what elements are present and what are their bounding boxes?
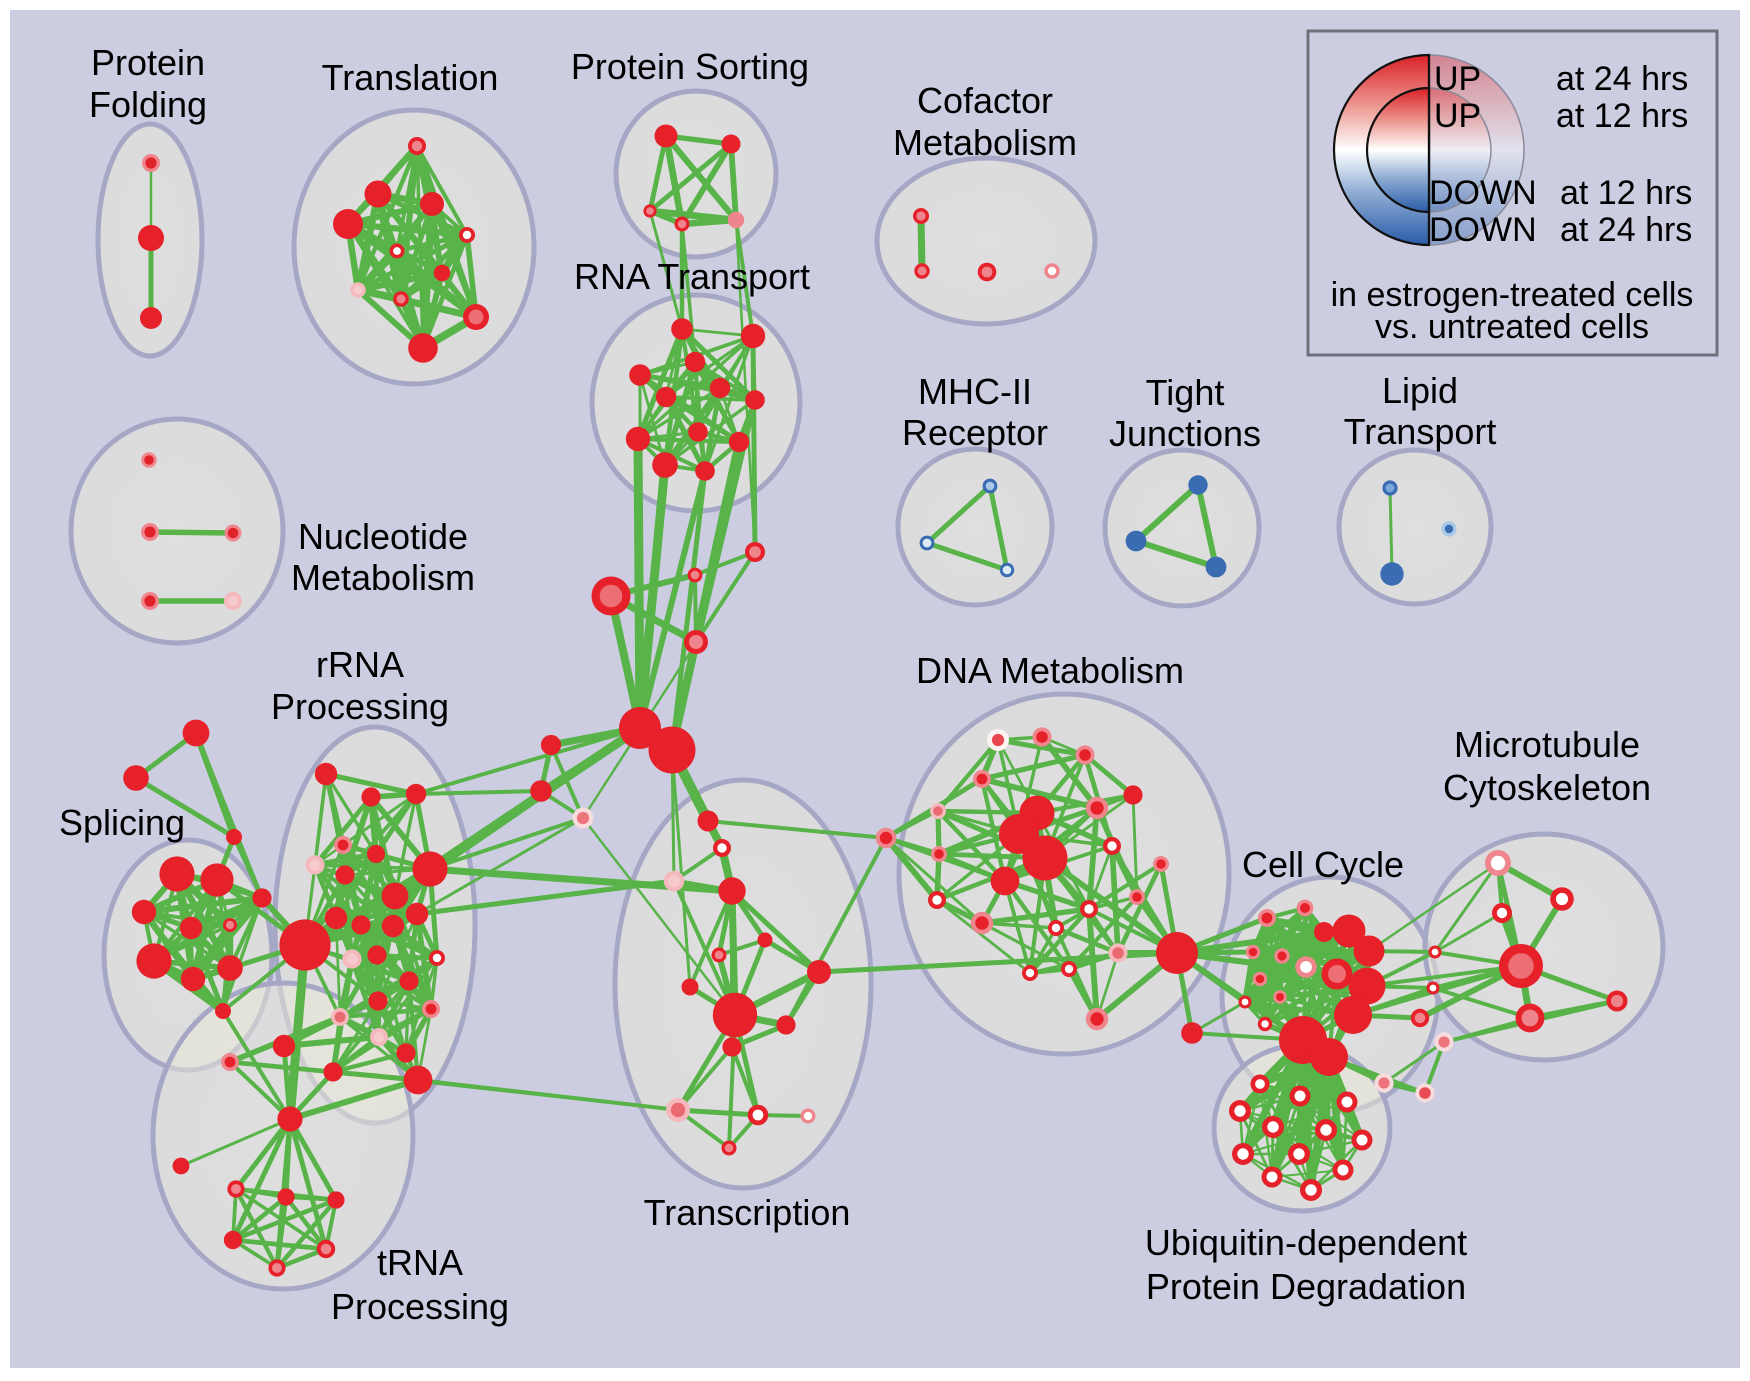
svg-text:Cofactor: Cofactor	[917, 80, 1053, 121]
svg-text:Metabolism: Metabolism	[291, 557, 475, 598]
svg-text:Processing: Processing	[271, 686, 449, 727]
svg-text:Processing: Processing	[331, 1286, 509, 1327]
svg-text:UP: UP	[1434, 60, 1481, 98]
svg-text:DNA Metabolism: DNA Metabolism	[916, 650, 1184, 691]
svg-text:Microtubule: Microtubule	[1454, 724, 1640, 765]
svg-text:Cell Cycle: Cell Cycle	[1242, 844, 1404, 885]
svg-text:RNA Transport: RNA Transport	[574, 256, 810, 297]
svg-text:Receptor: Receptor	[902, 412, 1048, 453]
svg-text:at 12 hrs: at 12 hrs	[1560, 174, 1692, 212]
svg-text:Ubiquitin-dependent: Ubiquitin-dependent	[1145, 1222, 1467, 1263]
svg-text:Tight: Tight	[1146, 372, 1225, 413]
svg-text:Protein: Protein	[91, 42, 205, 83]
svg-text:at 24 hrs: at 24 hrs	[1556, 60, 1688, 98]
svg-text:Nucleotide: Nucleotide	[298, 516, 468, 557]
svg-text:Transport: Transport	[1344, 411, 1497, 452]
svg-text:MHC-II: MHC-II	[918, 371, 1032, 412]
svg-text:DOWN: DOWN	[1429, 211, 1537, 249]
svg-text:tRNA: tRNA	[377, 1242, 463, 1283]
svg-text:vs. untreated cells: vs. untreated cells	[1375, 308, 1649, 346]
svg-text:Folding: Folding	[89, 84, 207, 125]
svg-text:UP: UP	[1434, 97, 1481, 135]
svg-text:at 12 hrs: at 12 hrs	[1556, 97, 1688, 135]
svg-text:Splicing: Splicing	[59, 802, 185, 843]
svg-text:rRNA: rRNA	[316, 644, 404, 685]
svg-text:in estrogen-treated cells: in estrogen-treated cells	[1331, 276, 1694, 314]
svg-text:Translation: Translation	[322, 57, 499, 98]
svg-text:Metabolism: Metabolism	[893, 122, 1077, 163]
svg-text:Cytoskeleton: Cytoskeleton	[1443, 767, 1651, 808]
svg-text:Protein Sorting: Protein Sorting	[571, 46, 809, 87]
svg-text:Lipid: Lipid	[1382, 370, 1458, 411]
svg-text:Junctions: Junctions	[1109, 413, 1261, 454]
svg-text:at 24 hrs: at 24 hrs	[1560, 211, 1692, 249]
svg-text:DOWN: DOWN	[1429, 174, 1537, 212]
svg-text:Transcription: Transcription	[644, 1192, 851, 1233]
svg-text:Protein Degradation: Protein Degradation	[1146, 1266, 1466, 1307]
